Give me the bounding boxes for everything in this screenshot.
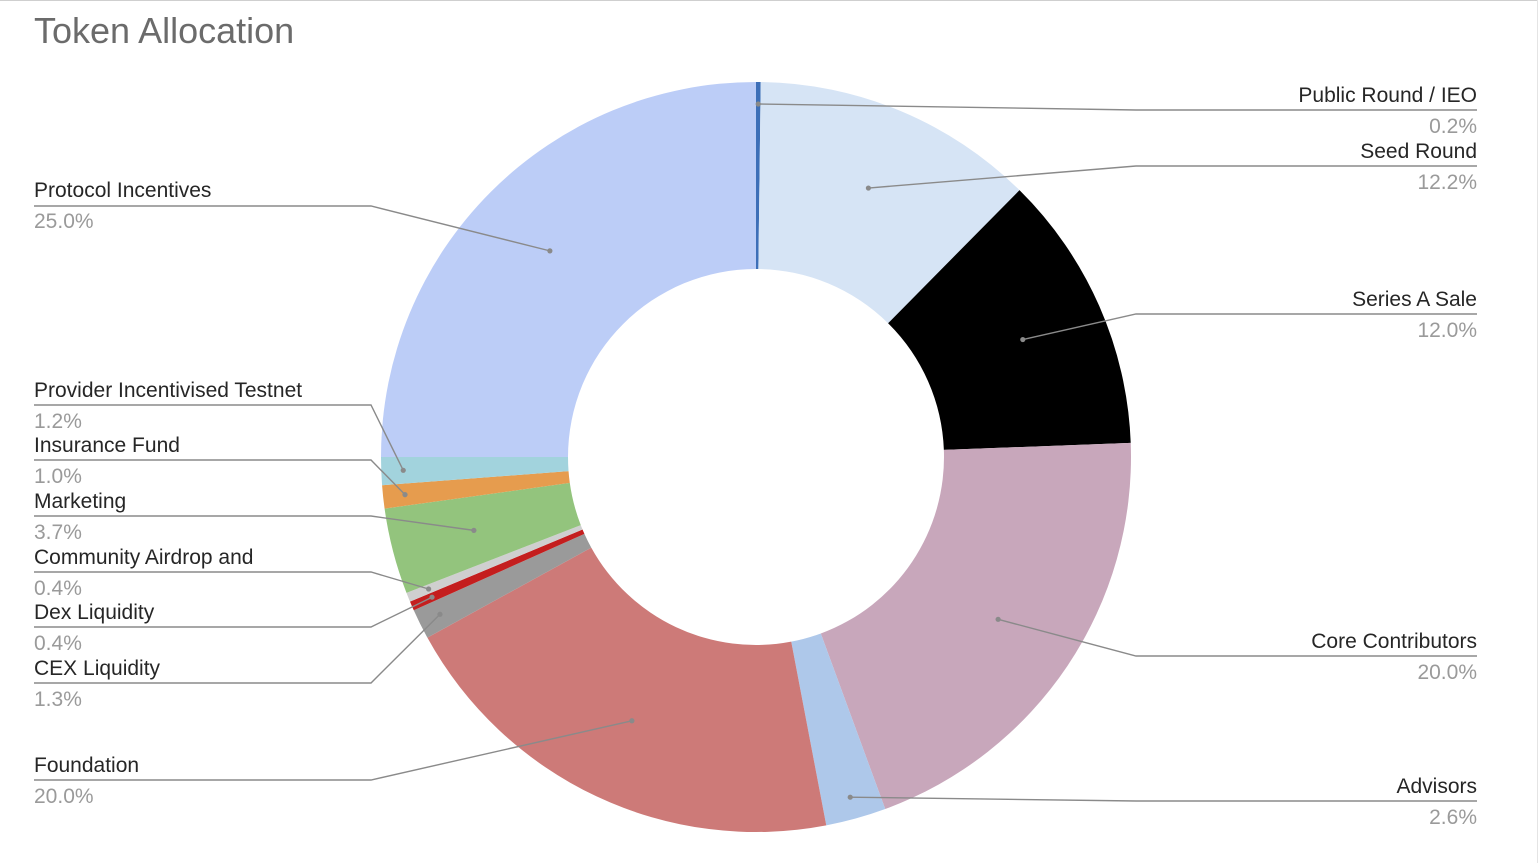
slice-protocol-incentives — [381, 82, 756, 457]
value-insurance-fund: 1.0% — [34, 465, 82, 488]
value-marketing: 3.7% — [34, 521, 82, 544]
slice-insurance-fund — [382, 471, 570, 509]
value-seed-round: 12.2% — [1417, 171, 1477, 194]
value-foundation: 20.0% — [34, 785, 94, 808]
label-protocol-incentives: Protocol Incentives — [34, 179, 211, 202]
leader-dot-community-airdrop-and — [426, 586, 432, 592]
leader-dot-advisors — [847, 794, 853, 800]
leader-dot-public-round-ieo — [755, 101, 761, 107]
label-series-a-sale: Series A Sale — [1352, 288, 1477, 311]
leader-line-protocol-incentives — [34, 205, 551, 252]
top-border — [0, 0, 1538, 1]
label-cex-liquidity: CEX Liquidity — [34, 657, 161, 680]
leader-lines — [34, 101, 1477, 802]
leader-dot-series-a-sale — [1020, 336, 1026, 343]
value-provider-incentivised-testnet: 1.2% — [34, 410, 82, 433]
label-marketing: Marketing — [34, 490, 126, 513]
label-insurance-fund: Insurance Fund — [34, 434, 180, 457]
slice-foundation — [427, 547, 827, 832]
leader-line-advisors — [850, 796, 1477, 802]
leader-dot-marketing — [471, 527, 477, 533]
slice-core-contributors — [820, 442, 1131, 810]
value-core-contributors: 20.0% — [1417, 661, 1477, 684]
slice-cex-liquidity — [413, 533, 592, 638]
leader-dot-provider-incentivised-testnet — [400, 467, 406, 473]
leader-line-core-contributors — [997, 618, 1477, 657]
label-advisors: Advisors — [1396, 775, 1477, 798]
value-public-round-ieo: 0.2% — [1429, 115, 1477, 138]
leader-dot-dex-liquidity — [429, 594, 435, 600]
slice-series-a-sale — [888, 190, 1131, 450]
label-core-contributors: Core Contributors — [1311, 630, 1477, 653]
label-public-round-ieo: Public Round / IEO — [1298, 84, 1477, 107]
leader-line-insurance-fund — [34, 459, 406, 496]
leader-line-provider-incentivised-testnet — [34, 404, 404, 471]
slice-advisors — [791, 633, 886, 826]
label-provider-incentivised-testnet: Provider Incentivised Testnet — [34, 379, 302, 402]
leader-dot-cex-liquidity — [437, 611, 443, 617]
chart-title: Token Allocation — [34, 10, 294, 51]
label-community-airdrop-and: Community Airdrop and — [34, 546, 253, 569]
value-protocol-incentives: 25.0% — [34, 210, 94, 233]
leader-line-foundation — [34, 720, 633, 781]
value-cex-liquidity: 1.3% — [34, 688, 82, 711]
leader-dot-insurance-fund — [402, 492, 408, 498]
label-foundation: Foundation — [34, 754, 139, 777]
slice-public-round-ieo — [756, 82, 761, 270]
leader-line-dex-liquidity — [34, 596, 433, 628]
value-advisors: 2.6% — [1429, 806, 1477, 829]
donut-slices — [381, 82, 1131, 832]
value-series-a-sale: 12.0% — [1417, 319, 1477, 342]
slice-community-airdrop-and — [406, 525, 583, 602]
slice-labels: Public Round / IEO 0.2%Seed Round 12.2% Ser… — [34, 84, 1477, 829]
leader-line-public-round-ieo — [758, 103, 1477, 111]
leader-line-series-a-sale — [1022, 313, 1477, 341]
slice-dex-liquidity — [409, 529, 585, 611]
leader-line-cex-liquidity — [34, 613, 441, 684]
leader-line-community-airdrop-and — [34, 571, 429, 590]
leader-dot-seed-round — [865, 185, 871, 191]
value-community-airdrop-and: 0.4% — [34, 577, 82, 600]
slice-provider-incentivised-testnet — [381, 457, 569, 486]
leader-dot-foundation — [629, 718, 635, 724]
leader-line-marketing — [34, 515, 474, 532]
label-seed-round: Seed Round — [1360, 140, 1477, 163]
leader-dot-core-contributors — [995, 616, 1001, 622]
label-dex-liquidity: Dex Liquidity — [34, 601, 155, 624]
leader-dot-protocol-incentives — [547, 248, 553, 254]
slice-marketing — [384, 482, 581, 593]
value-dex-liquidity: 0.4% — [34, 632, 82, 655]
leader-line-seed-round — [868, 165, 1477, 189]
slice-seed-round — [758, 82, 1020, 324]
